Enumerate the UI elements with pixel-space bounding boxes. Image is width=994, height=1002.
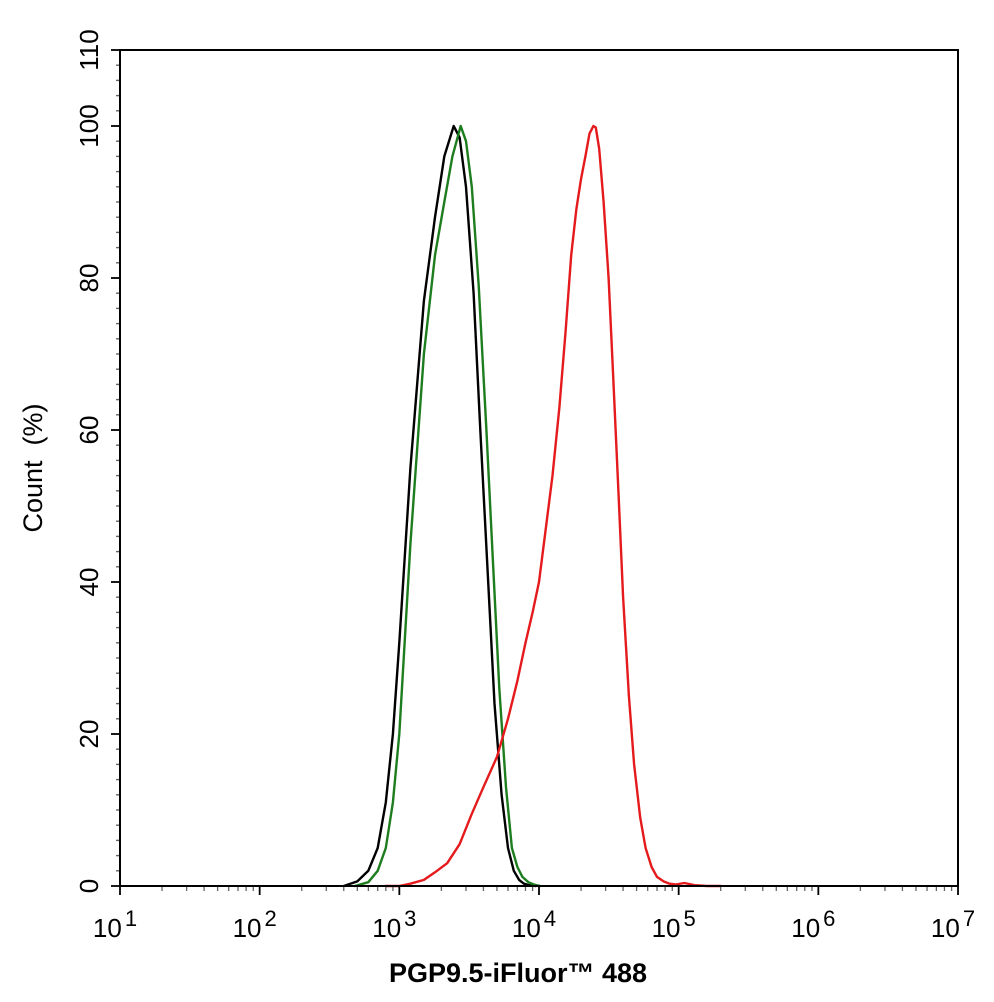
x-tick-label: 10 2 <box>233 906 277 943</box>
histogram-curve-2 <box>353 124 542 888</box>
y-tick-label: 100 <box>74 104 104 147</box>
x-axis-title: PGP9.5-iFluor™ 488 <box>389 958 647 988</box>
x-tick-label: 10 1 <box>93 906 137 943</box>
x-tick-label: 10 7 <box>931 906 975 943</box>
y-tick-label: 0 <box>74 879 104 893</box>
histogram-curve-1 <box>342 124 538 888</box>
x-axis-ticks: 10 1 10 2 10 3 10 4 10 5 10 6 10 7 <box>93 886 975 943</box>
x-tick-label: 10 3 <box>372 906 416 943</box>
y-tick-label: 60 <box>74 416 104 445</box>
y-tick-label: 110 <box>74 29 104 70</box>
histogram-curves <box>342 124 722 888</box>
y-tick-label: 40 <box>74 568 104 597</box>
y-axis-ticks: 0 20 40 60 80 100 110 <box>74 29 120 893</box>
x-tick-label: 10 5 <box>652 906 696 943</box>
plot-frame <box>119 49 959 887</box>
histogram-curve-3 <box>384 124 722 888</box>
x-tick-label: 10 4 <box>512 906 556 943</box>
y-axis-title: Count (%) <box>18 403 48 532</box>
x-tick-label: 10 6 <box>791 906 835 943</box>
y-tick-label: 80 <box>74 264 104 293</box>
y-tick-label: 20 <box>74 720 104 749</box>
